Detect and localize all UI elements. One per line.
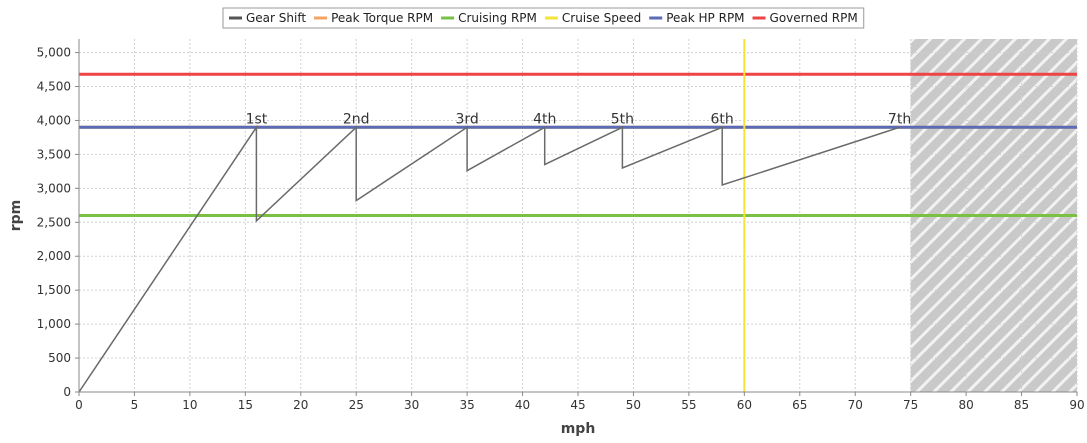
y-axis-title: rpm bbox=[8, 200, 24, 232]
gear-label-4th: 4th bbox=[533, 111, 556, 127]
gear-label-5th: 5th bbox=[611, 111, 634, 127]
y-tick-label: 2,000 bbox=[37, 249, 71, 263]
x-tick-label: 15 bbox=[238, 398, 253, 412]
x-tick-label: 45 bbox=[570, 398, 585, 412]
x-tick-label: 80 bbox=[958, 398, 973, 412]
y-tick-label: 1,000 bbox=[37, 317, 71, 331]
legend-label: Peak HP RPM bbox=[666, 11, 744, 25]
gear-label-3rd: 3rd bbox=[455, 111, 478, 127]
y-tick-label: 1,500 bbox=[37, 283, 71, 297]
x-tick-label: 10 bbox=[182, 398, 197, 412]
legend-item-peak-torque-rpm: Peak Torque RPM bbox=[314, 11, 433, 25]
legend-label: Cruise Speed bbox=[562, 11, 641, 25]
gear-label-6th: 6th bbox=[711, 111, 734, 127]
x-tick-label: 70 bbox=[848, 398, 863, 412]
legend-label: Governed RPM bbox=[770, 11, 858, 25]
axes: 0 5 10 15 20 25 30 35 40 45 50 55 60 65 70 75 80 85 90 0 500… bbox=[8, 39, 1085, 437]
x-tick-label: 65 bbox=[792, 398, 807, 412]
x-tick-label: 75 bbox=[903, 398, 918, 412]
y-tick-label: 500 bbox=[48, 351, 71, 365]
y-tick-label: 4,000 bbox=[37, 113, 71, 127]
legend-box bbox=[222, 7, 865, 29]
legend-item-gear-shift: Gear Shift bbox=[229, 11, 306, 25]
legend-item-peak-hp-rpm: Peak HP RPM bbox=[649, 11, 745, 25]
gear-label-7th: 7th bbox=[888, 111, 911, 127]
legend-label: Gear Shift bbox=[246, 11, 306, 25]
x-tick-label: 20 bbox=[293, 398, 308, 412]
x-tick-label: 90 bbox=[1069, 398, 1084, 412]
y-tick-label: 4,500 bbox=[37, 80, 71, 94]
x-tick-label: 0 bbox=[75, 398, 83, 412]
x-tick-label: 55 bbox=[681, 398, 696, 412]
legend-item-cruising-rpm: Cruising RPM bbox=[441, 11, 537, 25]
x-tick-label: 25 bbox=[349, 398, 364, 412]
x-tick-label: 30 bbox=[404, 398, 419, 412]
y-tick-label: 2,500 bbox=[37, 215, 71, 229]
x-axis-title: mph bbox=[561, 421, 596, 437]
x-tick-label: 5 bbox=[131, 398, 139, 412]
x-tick-label: 50 bbox=[626, 398, 641, 412]
legend-label: Peak Torque RPM bbox=[331, 11, 433, 25]
x-tick-label: 40 bbox=[515, 398, 530, 412]
gear-label-1st: 1st bbox=[246, 111, 268, 127]
legend-item-governed-rpm: Governed RPM bbox=[752, 11, 858, 25]
gear-shift-line bbox=[78, 124, 900, 393]
y-tick-label: 3,500 bbox=[37, 147, 71, 161]
plot-area: 1st 2nd 3rd 4th 5th 6th 7th bbox=[78, 39, 1078, 393]
y-tick-label: 0 bbox=[63, 385, 71, 399]
x-tick-label: 35 bbox=[459, 398, 474, 412]
x-tick-label: 85 bbox=[1014, 398, 1029, 412]
legend: Gear Shift Peak Torque RPM Cruising RPM Cru… bbox=[222, 7, 865, 29]
x-tick-label: 60 bbox=[737, 398, 752, 412]
legend-label: Cruising RPM bbox=[458, 11, 537, 25]
y-tick-label: 3,000 bbox=[37, 181, 71, 195]
legend-item-cruise-speed: Cruise Speed bbox=[544, 11, 641, 25]
y-tick-label: 5,000 bbox=[37, 46, 71, 60]
gear-label-2nd: 2nd bbox=[343, 111, 370, 127]
